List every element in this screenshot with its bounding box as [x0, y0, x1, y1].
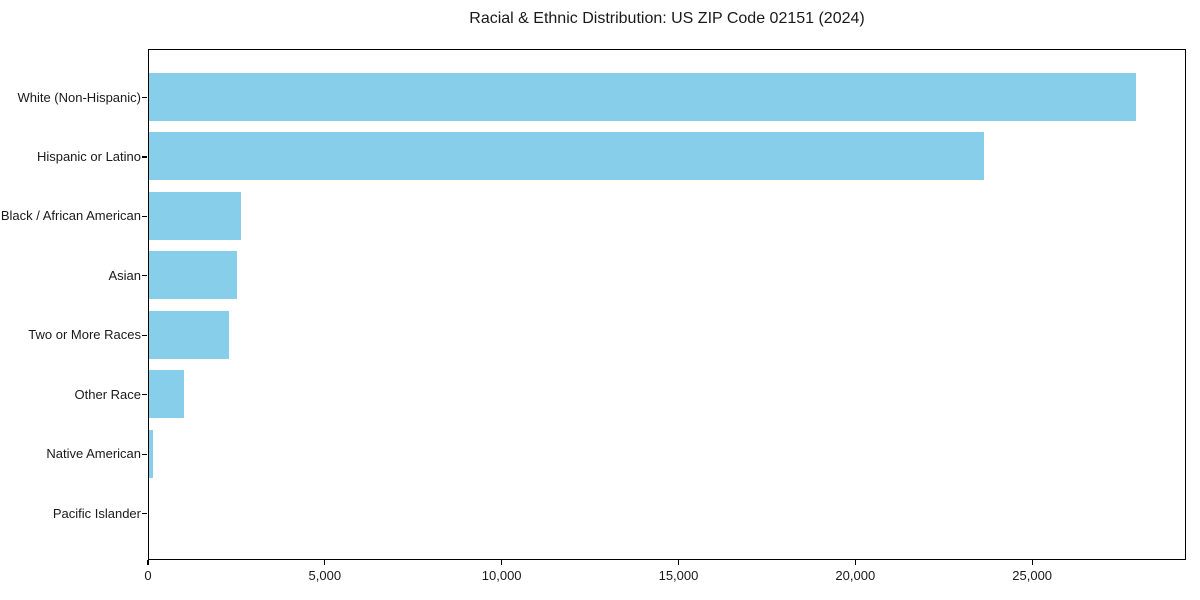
x-tick-label: 10,000 [481, 568, 522, 583]
bar [149, 251, 238, 300]
bar [149, 191, 241, 240]
y-tick-label: Pacific Islander [52, 505, 141, 521]
x-tick-label: 25,000 [1012, 568, 1053, 583]
y-tick-mark [142, 394, 147, 396]
x-tick-mark [854, 560, 856, 565]
x-tick-mark [1031, 560, 1033, 565]
bar [149, 310, 229, 359]
bar [149, 132, 984, 181]
y-tick-mark [142, 96, 147, 99]
x-tick-label: 20,000 [835, 568, 876, 583]
y-tick-label: White (Non-Hispanic) [17, 89, 141, 105]
x-tick-label: 0 [144, 568, 152, 583]
y-tick-label: Other Race [74, 386, 141, 402]
x-tick-mark [147, 560, 149, 565]
x-tick-label: 5,000 [308, 568, 342, 583]
bar [149, 429, 153, 478]
plot-area [148, 49, 1186, 560]
y-tick-mark [142, 156, 147, 158]
y-tick-mark [142, 453, 147, 455]
y-tick-mark [142, 275, 147, 277]
y-tick-label: Native American [46, 446, 141, 462]
bar [149, 370, 185, 419]
chart-title: Racial & Ethnic Distribution: US ZIP Cod… [469, 10, 865, 27]
y-tick-label: Asian [108, 267, 141, 283]
x-tick-mark [677, 560, 680, 565]
y-tick-label: Two or More Races [28, 327, 141, 343]
x-tick-mark [324, 560, 326, 565]
y-tick-mark [142, 215, 147, 217]
x-tick-label: 15,000 [658, 568, 699, 583]
y-tick-mark [142, 513, 147, 515]
y-tick-mark [142, 334, 147, 336]
x-tick-mark [501, 560, 503, 565]
y-tick-label: Black / African American [0, 208, 141, 224]
y-tick-label: Hispanic or Latino [36, 148, 141, 164]
bar [149, 73, 1136, 121]
